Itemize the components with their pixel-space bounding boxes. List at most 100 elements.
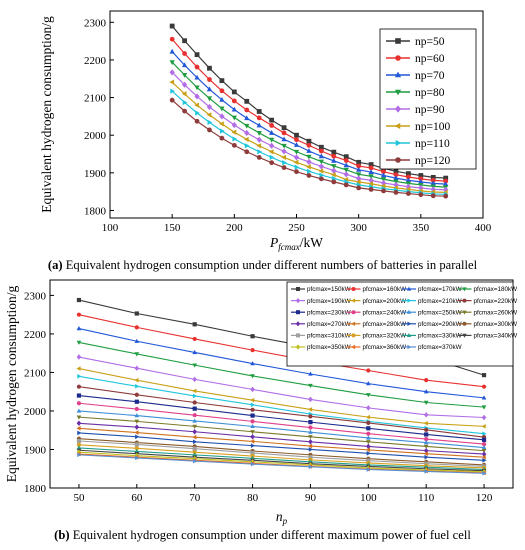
data-point [366, 467, 371, 472]
chart-b: 50 60 70 80 90 100 110 120 1800 1900 2000 2100 2200 2… [4, 279, 517, 526]
series-line-19 [78, 447, 485, 471]
data-point [250, 386, 255, 393]
data-point [355, 179, 361, 185]
legend-marker [395, 139, 402, 147]
data-point [481, 445, 487, 450]
series-line-3 [78, 327, 485, 399]
data-point [134, 311, 139, 316]
data-point [308, 383, 313, 389]
data-point [244, 143, 250, 149]
legend-label: pfcmax=190kW [307, 298, 351, 305]
data-point [256, 143, 262, 149]
data-point [194, 64, 200, 70]
data-point [169, 69, 175, 76]
y-tick-label: 1800 [84, 205, 107, 217]
data-point [380, 177, 387, 183]
data-point [443, 181, 449, 187]
data-point [134, 419, 140, 424]
data-point [293, 154, 300, 161]
data-point [134, 325, 139, 330]
y-axis-label: Equivalent hydrogen consumption/g [4, 286, 19, 483]
x-tick-label: 350 [413, 222, 430, 234]
data-point [250, 374, 255, 379]
legend-marker [296, 287, 300, 291]
data-point [365, 447, 370, 453]
legend-label: pfcmax=150kW [307, 286, 351, 293]
data-point [170, 88, 176, 94]
data-point [308, 371, 313, 376]
data-point [405, 177, 412, 183]
data-point [231, 106, 237, 112]
x-tick-label: 60 [131, 492, 143, 504]
data-point [365, 414, 370, 420]
x-tick-label: 300 [350, 222, 367, 234]
data-point [231, 142, 237, 148]
data-point [250, 413, 255, 418]
data-point [343, 182, 349, 188]
data-point [307, 168, 312, 174]
data-point [366, 420, 371, 426]
data-point [76, 312, 82, 317]
data-point [193, 393, 198, 399]
data-point [244, 107, 250, 113]
data-point [368, 165, 374, 171]
data-point [481, 454, 486, 460]
data-point [219, 96, 225, 102]
data-point [76, 420, 82, 427]
data-point [418, 173, 424, 178]
data-point [356, 185, 362, 191]
legend-label: pfcmax=360kW [363, 344, 407, 351]
data-point [306, 142, 312, 148]
caption-b: (b) Equivalent hydrogen consumption unde… [0, 528, 525, 543]
data-point [219, 106, 225, 112]
data-point [231, 121, 237, 129]
caption-b-text: Equivalent hydrogen consumption under di… [72, 528, 471, 542]
legend-marker [394, 89, 402, 96]
data-point [256, 155, 262, 160]
data-point [306, 148, 312, 153]
legend-marker [462, 321, 467, 326]
data-point [308, 455, 313, 460]
data-point [281, 130, 287, 136]
data-point [481, 448, 487, 454]
data-point [135, 434, 140, 440]
data-point [482, 471, 487, 476]
data-point [134, 448, 140, 454]
legend-label: pfcmax=160kW [363, 286, 407, 293]
data-point [366, 405, 371, 411]
data-point [206, 86, 213, 92]
data-point [134, 430, 139, 435]
legend-marker [394, 105, 402, 113]
data-point [368, 181, 374, 187]
data-point [281, 143, 287, 149]
data-point [393, 175, 399, 181]
data-point [256, 122, 262, 128]
data-point [318, 159, 325, 165]
data-point [192, 450, 197, 455]
legend-marker [295, 344, 301, 350]
data-point [134, 338, 140, 343]
legend-label: np=60 [415, 53, 445, 65]
series-line-14 [78, 427, 485, 458]
data-point [256, 109, 262, 114]
caption-a: (a) Equivalent hydrogen consumption unde… [0, 258, 525, 273]
legend-label: pfcmax=240kW [363, 309, 407, 316]
x-tick-label: 110 [418, 492, 435, 504]
legend-marker [462, 333, 467, 338]
data-point [343, 154, 349, 160]
legend-marker [407, 298, 412, 303]
data-point [181, 91, 187, 97]
legend-label: pfcmax=250kW [418, 309, 462, 316]
data-point [330, 172, 336, 178]
legend-label: pfcmax=170kW [418, 286, 462, 293]
data-point [76, 445, 82, 450]
data-point [134, 406, 139, 412]
data-point [318, 144, 324, 150]
y-tick-label: 1900 [84, 168, 107, 180]
data-point [481, 424, 486, 429]
data-point [268, 130, 275, 135]
series-line-20 [78, 449, 485, 472]
legend-marker [406, 286, 412, 291]
data-point [356, 172, 362, 178]
data-point [76, 297, 82, 303]
